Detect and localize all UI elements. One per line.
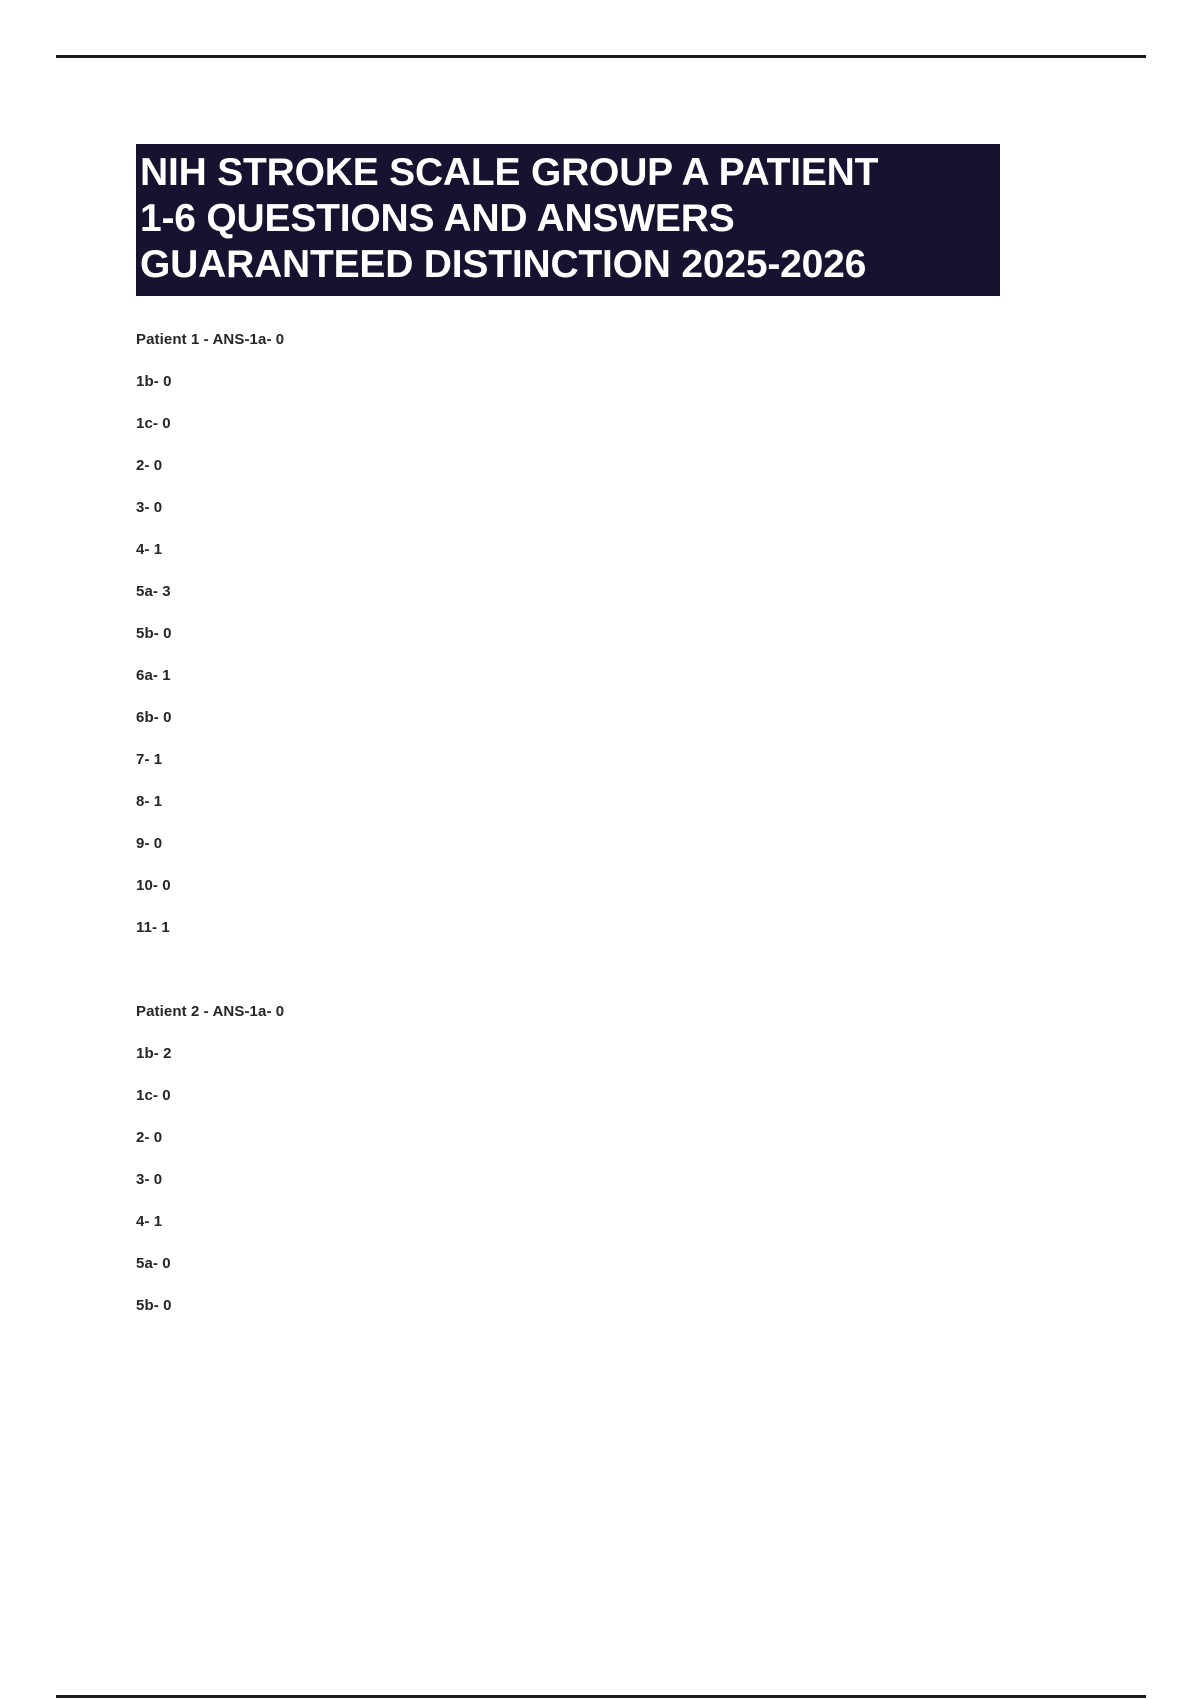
answer-line: 4- 1	[136, 1213, 163, 1230]
answer-line: 1c- 0	[136, 1087, 171, 1104]
document-title-block: NIH STROKE SCALE GROUP A PATIENT 1-6 QUE…	[136, 144, 1000, 296]
page-title-line-2: 1-6 QUESTIONS AND ANSWERS	[140, 197, 735, 240]
answer-line: Patient 2 - ANS-1a- 0	[136, 1003, 285, 1020]
section-gap	[136, 960, 1036, 980]
answer-line: 4- 1	[136, 541, 163, 558]
answer-line: 3- 0	[136, 499, 163, 516]
answer-line: 8- 1	[136, 793, 163, 810]
answer-line: 5b- 0	[136, 1297, 172, 1314]
answer-line: 2- 0	[136, 457, 163, 474]
page-title-line-3: GUARANTEED DISTINCTION 2025-2026	[140, 243, 867, 286]
answer-line: 1b- 2	[136, 1045, 172, 1062]
answer-key-body: Patient 1 - ANS-1a- 0 1b- 0 1c- 0 2- 0 3…	[136, 330, 1036, 1338]
footer-divider-rule	[56, 1695, 1146, 1698]
answer-line: 7- 1	[136, 751, 163, 768]
answer-line: 10- 0	[136, 877, 171, 894]
header-divider-rule	[56, 55, 1146, 58]
answer-line: 9- 0	[136, 835, 163, 852]
page-title-line-1: NIH STROKE SCALE GROUP A PATIENT	[140, 151, 879, 194]
answer-line: 3- 0	[136, 1171, 163, 1188]
answer-line: 11- 1	[136, 919, 170, 936]
answer-line: 1b- 0	[136, 373, 172, 390]
answer-line: 1c- 0	[136, 415, 171, 432]
answer-line: 5a- 0	[136, 1255, 171, 1272]
answer-line: 6b- 0	[136, 709, 172, 726]
answer-line: 5a- 3	[136, 583, 171, 600]
answer-line: Patient 1 - ANS-1a- 0	[136, 331, 285, 348]
answer-line: 5b- 0	[136, 625, 172, 642]
answer-line: 2- 0	[136, 1129, 163, 1146]
answer-line: 6a- 1	[136, 667, 171, 684]
